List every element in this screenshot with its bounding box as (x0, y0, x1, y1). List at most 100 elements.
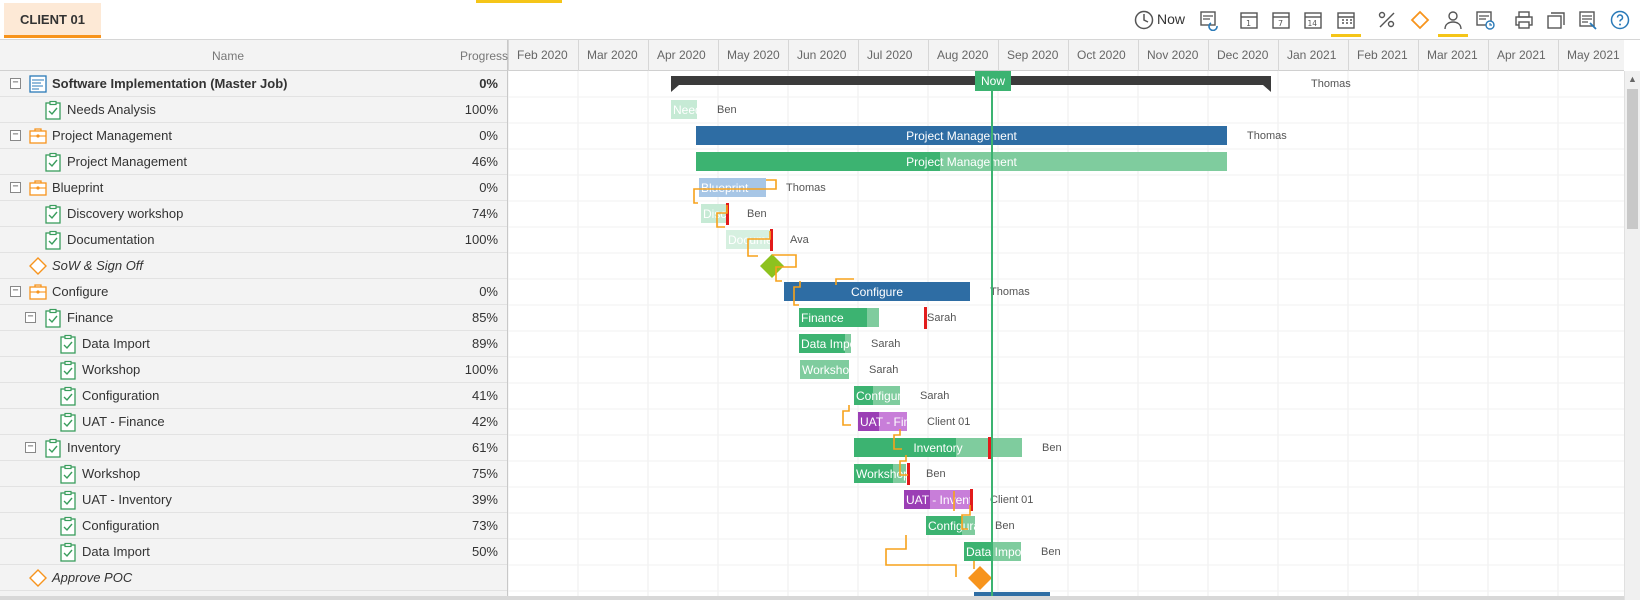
bar-label: Project Management (906, 129, 1017, 143)
task-row[interactable]: − Inventory 61% (0, 435, 507, 461)
task-progress: 100% (464, 232, 498, 247)
resource-button[interactable] (1438, 7, 1468, 37)
help-button[interactable] (1607, 7, 1633, 33)
week-view-button[interactable]: 7 (1268, 7, 1294, 33)
bar-label: Configure (851, 285, 903, 299)
task-name[interactable]: Workshop (82, 466, 141, 481)
progress-column-header[interactable]: Progress (460, 49, 509, 63)
milestone-diamond[interactable] (968, 566, 992, 590)
task-row[interactable]: Workshop 75% (0, 461, 507, 487)
task-row[interactable]: Data Import 50% (0, 539, 507, 565)
task-name[interactable]: Configuration (82, 388, 160, 403)
task-name[interactable]: Data Import (82, 336, 150, 351)
task-name[interactable]: Project Management (67, 154, 187, 169)
task-row[interactable]: − Project Management 0% (0, 123, 507, 149)
month-header: Nov 2020 (1138, 40, 1208, 71)
vertical-scrollbar[interactable]: ▲ (1624, 71, 1640, 600)
resource-label: Ben (926, 468, 946, 480)
deadline-marker (924, 307, 927, 329)
collapse-toggle[interactable]: − (25, 312, 36, 323)
export-button[interactable] (1575, 7, 1601, 33)
deadline-marker (726, 203, 729, 225)
task-name[interactable]: SoW & Sign Off (52, 258, 144, 273)
summary-bar[interactable] (784, 282, 970, 301)
task-row[interactable]: SoW & Sign Off (0, 253, 507, 279)
resource-label: Thomas (990, 286, 1030, 298)
print-button[interactable] (1511, 7, 1537, 33)
task-row[interactable]: Approve POC (0, 565, 507, 591)
month-header: May 2020 (718, 40, 788, 71)
collapse-toggle[interactable]: − (10, 182, 21, 193)
collapse-toggle[interactable]: − (10, 130, 21, 141)
task-name[interactable]: Discovery workshop (67, 206, 184, 221)
calendar-day-icon: 1 (1240, 12, 1258, 29)
milestone-button[interactable] (1407, 7, 1433, 33)
task-name[interactable]: Approve POC (52, 570, 133, 585)
task-row[interactable]: Workshop 100% (0, 357, 507, 383)
task-progress: 42% (471, 414, 498, 429)
task-grid: − Software Implementation (Master Job) 0% N… (0, 71, 508, 600)
now-label[interactable]: Now (1157, 11, 1186, 27)
calendar-week-icon: 7 (1272, 12, 1290, 29)
copy-button[interactable] (1543, 7, 1569, 33)
task-name[interactable]: UAT - Inventory (82, 492, 172, 507)
scroll-thumb[interactable] (1627, 89, 1638, 229)
progress-button[interactable] (1374, 7, 1400, 33)
task-clipboard-icon (58, 334, 78, 354)
bar-label: Configuration (856, 389, 927, 403)
task-name[interactable]: Project Management (52, 128, 172, 143)
baseline-button[interactable] (1472, 7, 1498, 33)
dependency-link (693, 179, 777, 204)
now-button[interactable] (1131, 7, 1157, 33)
collapse-toggle[interactable]: − (25, 442, 36, 453)
bar-label: Documentation (728, 233, 809, 247)
task-row[interactable]: − Configure 0% (0, 279, 507, 305)
horizontal-scrollbar[interactable] (0, 596, 1624, 600)
task-row[interactable]: UAT - Inventory 39% (0, 487, 507, 513)
task-name[interactable]: Configuration (82, 518, 160, 533)
task-row[interactable]: UAT - Finance 42% (0, 409, 507, 435)
task-name[interactable]: Blueprint (52, 180, 104, 195)
milestone-diamond[interactable] (760, 254, 784, 278)
summary-bar[interactable] (699, 178, 766, 197)
task-name[interactable]: Needs Analysis (67, 102, 156, 117)
deadline-marker (770, 229, 773, 251)
task-name[interactable]: Documentation (67, 232, 155, 247)
task-name[interactable]: Data Import (82, 544, 150, 559)
task-row[interactable]: Discovery workshop 74% (0, 201, 507, 227)
summary-bar[interactable] (696, 126, 1227, 145)
task-clipboard-icon (43, 230, 63, 250)
task-row[interactable]: − Software Implementation (Master Job) 0% (0, 71, 507, 97)
reschedule-button[interactable] (1196, 7, 1222, 33)
task-clipboard-icon (58, 412, 78, 432)
scroll-up-icon[interactable]: ▲ (1628, 74, 1637, 84)
collapse-toggle[interactable]: − (10, 286, 21, 297)
task-row[interactable]: Configuration 41% (0, 383, 507, 409)
task-clipboard-icon (43, 204, 63, 224)
refresh-schedule-icon (1200, 11, 1218, 31)
task-row[interactable]: Needs Analysis 100% (0, 97, 507, 123)
task-row[interactable]: Configuration 73% (0, 513, 507, 539)
client-tab[interactable]: CLIENT 01 (4, 3, 101, 38)
task-row[interactable]: Data Import 89% (0, 331, 507, 357)
task-progress-fill (799, 334, 845, 353)
task-row[interactable]: − Finance 85% (0, 305, 507, 331)
dependency-link (961, 505, 971, 530)
task-name[interactable]: Finance (67, 310, 114, 325)
help-icon (1610, 10, 1630, 30)
task-row[interactable]: Project Management 46% (0, 149, 507, 175)
task-row[interactable]: − Blueprint 0% (0, 175, 507, 201)
collapse-toggle[interactable]: − (10, 78, 21, 89)
name-column-header[interactable]: Name (212, 49, 245, 63)
two-week-view-button[interactable]: 14 (1300, 7, 1326, 33)
task-name[interactable]: Inventory (67, 440, 121, 455)
month-view-button[interactable] (1331, 7, 1361, 37)
day-view-button[interactable]: 1 (1236, 7, 1262, 33)
task-name[interactable]: UAT - Finance (82, 414, 165, 429)
task-name[interactable]: Software Implementation (Master Job) (52, 76, 288, 91)
export-icon (1579, 11, 1597, 30)
task-row[interactable]: Documentation 100% (0, 227, 507, 253)
task-name[interactable]: Workshop (82, 362, 141, 377)
dependency-link (747, 231, 771, 257)
task-name[interactable]: Configure (52, 284, 109, 299)
